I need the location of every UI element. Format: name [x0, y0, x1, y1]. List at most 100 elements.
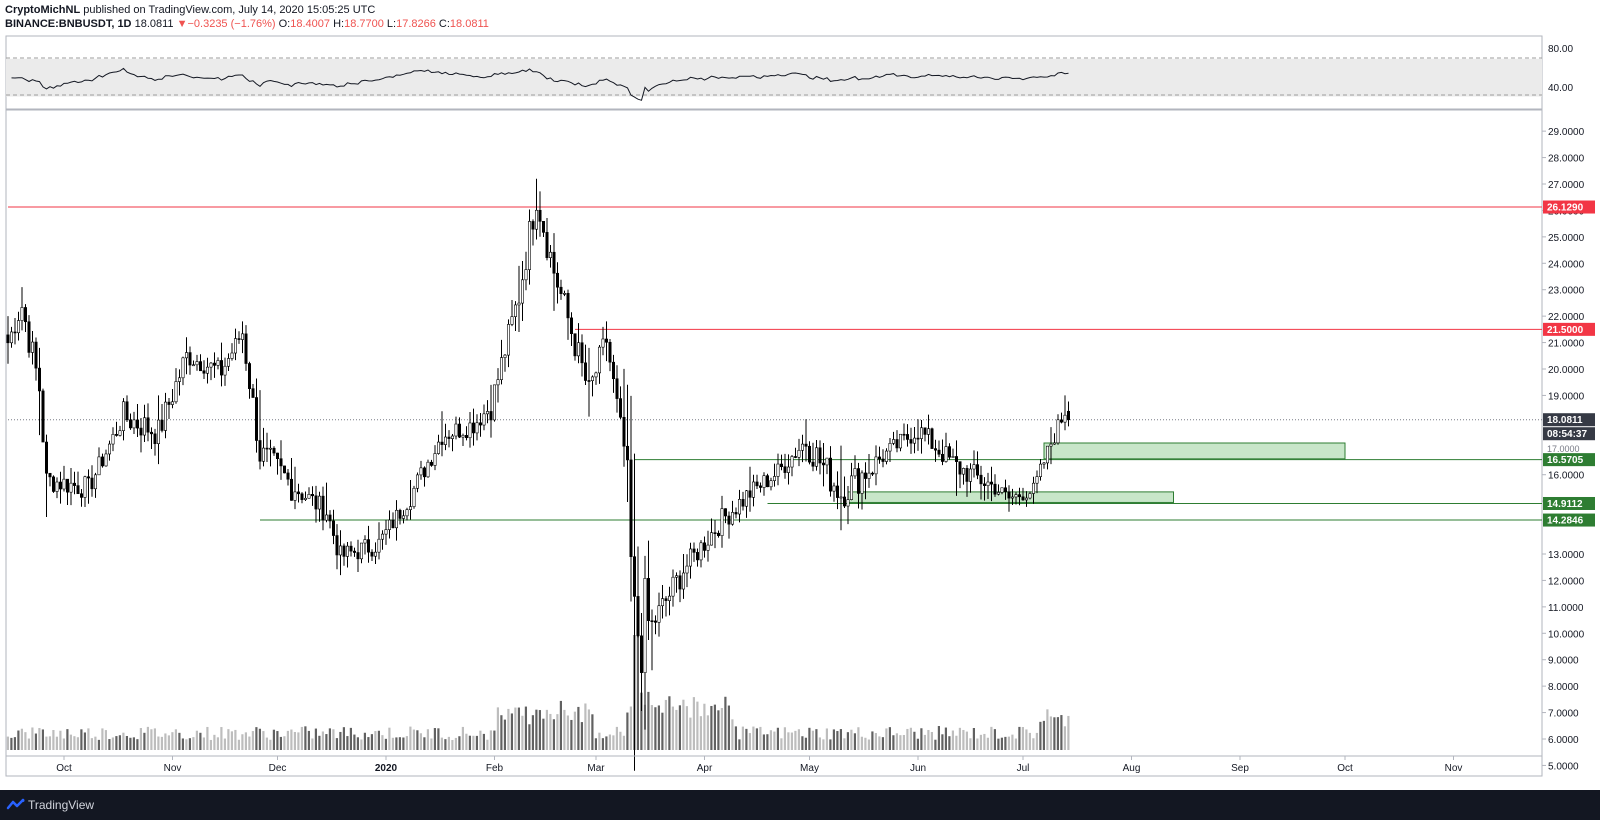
candle-body: [349, 545, 353, 552]
candle-body: [223, 365, 227, 376]
candle-body: [415, 474, 419, 489]
volume-bar: [738, 739, 741, 750]
volume-bar: [108, 739, 111, 750]
candle-body: [1025, 497, 1029, 501]
candle-body: [685, 565, 689, 574]
candle-body: [1042, 462, 1046, 465]
volume-bar: [405, 736, 408, 750]
candle-body: [16, 320, 20, 334]
candle-body: [1035, 476, 1039, 484]
candle-body: [541, 220, 545, 233]
volume-bar: [619, 731, 622, 750]
candle-body: [839, 496, 843, 499]
candle-body: [660, 598, 664, 607]
volume-bar: [13, 737, 16, 750]
volume-bar: [1063, 726, 1066, 750]
price-tick-label: 7.0000: [1548, 709, 1579, 720]
volume-bar: [171, 732, 174, 750]
low-label: L:: [386, 18, 397, 30]
volume-bar: [811, 730, 814, 750]
symbol-label[interactable]: BINANCE:BNBUSDT, 1D: [5, 18, 132, 30]
volume-bar: [1046, 709, 1049, 750]
candle-body: [192, 364, 196, 367]
candle-body: [272, 447, 276, 454]
candle-body: [807, 445, 811, 463]
candle-body: [762, 475, 766, 488]
candle-body: [573, 333, 577, 357]
candle-body: [916, 437, 920, 440]
volume-bar: [818, 737, 821, 750]
volume-bar: [1025, 729, 1028, 750]
candle-body: [779, 463, 783, 468]
price-tick-label: 23.0000: [1548, 286, 1585, 297]
volume-bar: [482, 733, 485, 750]
candle-body: [255, 397, 259, 441]
candle-body: [664, 598, 668, 601]
candle-body: [650, 620, 654, 623]
candle-body: [1056, 419, 1060, 444]
candle-body: [909, 439, 913, 444]
demand-zone[interactable]: [1043, 442, 1346, 460]
candle-body: [783, 466, 787, 473]
candle-body: [1010, 496, 1014, 499]
volume-bar: [48, 736, 51, 750]
publisher-name[interactable]: CryptoMichNL: [5, 4, 81, 16]
volume-bar: [185, 739, 188, 750]
chart-frame: [5, 35, 1543, 777]
volume-bar: [325, 734, 328, 750]
volume-bar: [367, 737, 370, 750]
candle-body: [531, 221, 535, 230]
candle-body: [181, 357, 185, 379]
demand-zone[interactable]: [847, 491, 1174, 503]
volume-bar: [20, 728, 23, 750]
volume-bar: [986, 737, 989, 750]
candles[interactable]: [6, 178, 1071, 771]
candle-body: [412, 487, 416, 507]
tradingview-brand[interactable]: TradingView: [28, 798, 95, 812]
candle-body: [489, 411, 493, 421]
horizontal-lines[interactable]: [8, 206, 1542, 521]
candle-body: [937, 449, 941, 455]
candle-body: [818, 447, 822, 464]
candle-body: [678, 575, 682, 590]
candle-body: [426, 461, 430, 478]
volume-bar: [500, 715, 503, 750]
price-chart[interactable]: 80.00 40.00 29.000028.000027.000026.0000…: [0, 0, 1600, 790]
candle-body: [919, 427, 923, 439]
candle-body: [510, 316, 514, 325]
volume-bar: [587, 709, 590, 750]
volume-bar: [209, 739, 212, 750]
volume-bar: [622, 735, 625, 750]
zones[interactable]: [847, 442, 1346, 503]
volume-bar: [395, 737, 398, 750]
resistance-high-label-bg: [1543, 200, 1595, 214]
candle-body: [321, 495, 325, 521]
volume-bar: [461, 726, 464, 750]
volume-bar: [717, 710, 720, 750]
support-3-label: 14.2846: [1547, 516, 1584, 527]
candle-body: [111, 434, 115, 445]
volume-bar: [269, 739, 272, 750]
time-axis: Oct Nov Dec 2020 Feb Mar Apr May Jun Jul Aug Sep Oct…: [6, 755, 1542, 774]
volume-bar: [640, 692, 643, 750]
volume-bar: [944, 727, 947, 750]
candle-body: [534, 209, 538, 230]
candle-body: [34, 341, 38, 369]
candle-body: [185, 352, 189, 359]
candle-body: [314, 495, 318, 510]
volume-bar: [353, 734, 356, 750]
candle-body: [706, 544, 710, 551]
tradingview-logo-icon[interactable]: [6, 798, 26, 812]
candle-body: [286, 472, 290, 480]
support-1-label-bg: [1543, 453, 1595, 467]
volume-bar: [724, 696, 727, 750]
candle-body: [912, 437, 916, 444]
candle-body: [401, 515, 405, 519]
volume-bar: [1011, 734, 1014, 750]
volume-bar: [580, 722, 583, 750]
candle-body: [157, 419, 161, 444]
candle-body: [499, 357, 503, 380]
candle-body: [744, 490, 748, 507]
candle-body: [492, 384, 496, 421]
candle-body: [90, 477, 94, 490]
